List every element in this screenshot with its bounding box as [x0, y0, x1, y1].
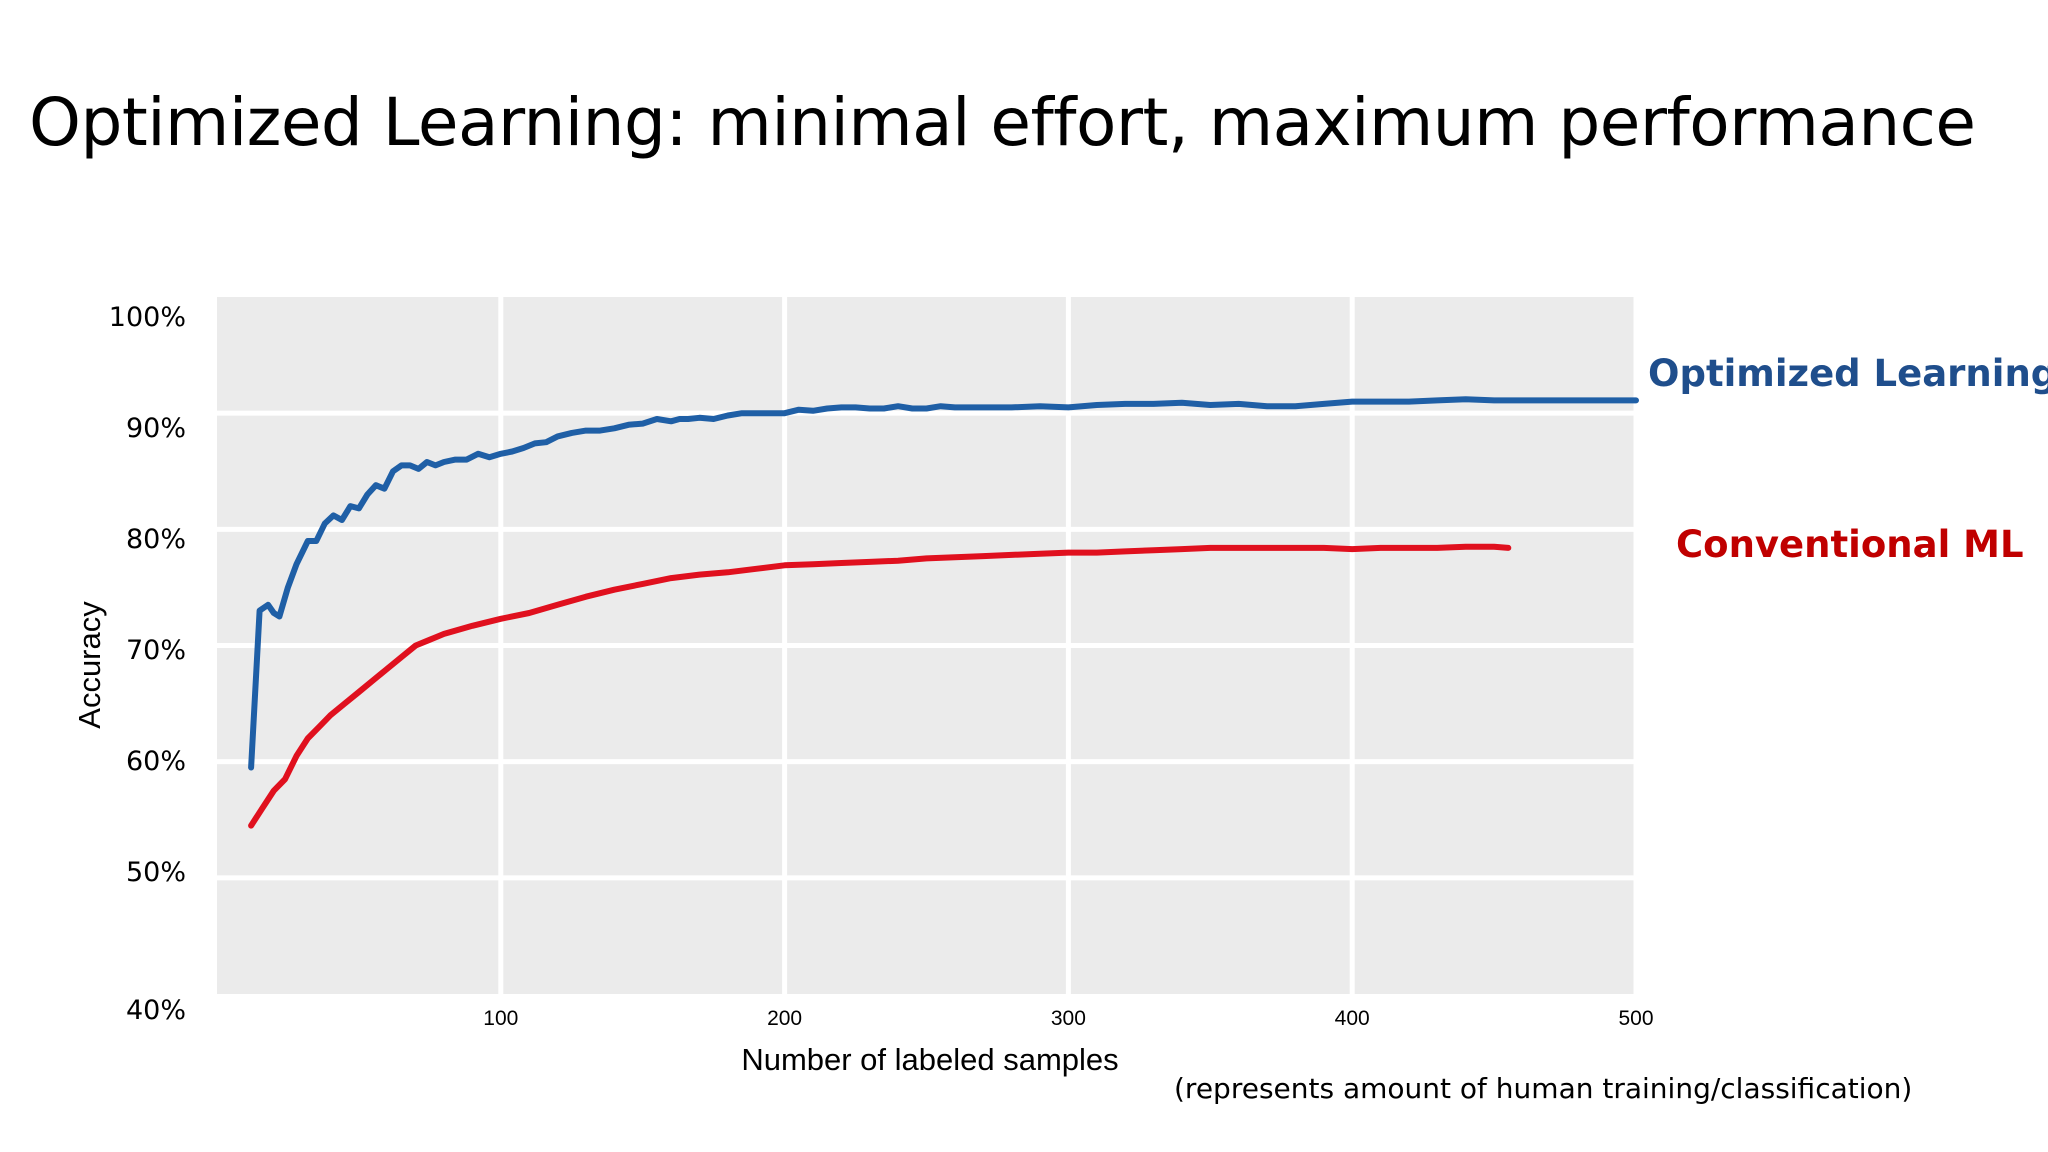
x-axis-ticks: 100 200 300 400 500 — [483, 1007, 1653, 1030]
y-tick-label: 90% — [126, 413, 186, 444]
footnote: (represents amount of human training/cla… — [1174, 1072, 1912, 1105]
y-axis-label: Accuracy — [72, 601, 107, 729]
y-tick-label: 40% — [126, 995, 186, 1026]
y-tick-label: 80% — [126, 524, 186, 555]
series — [248, 396, 1639, 829]
series-line-conventional-ml — [248, 543, 1512, 829]
x-axis-label: Number of labeled samples — [741, 1042, 1118, 1077]
slide-title: Optimized Learning: minimal effort, maxi… — [29, 84, 1976, 161]
x-tick-label: 100 — [483, 1007, 518, 1030]
grid — [217, 297, 1639, 994]
x-tick-label: 300 — [1051, 1007, 1086, 1030]
y-tick-label: 70% — [126, 635, 186, 666]
y-tick-label: 100% — [109, 302, 186, 333]
y-tick-label: 60% — [126, 746, 186, 777]
x-tick-label: 400 — [1335, 1007, 1370, 1030]
y-axis-ticks: 100% 90% 80% 70% 60% 50% 40% — [109, 302, 186, 1026]
x-tick-label: 500 — [1618, 1007, 1653, 1030]
legend-optimized-learning: Optimized Learning — [1648, 352, 2048, 395]
series-line-optimized-learning — [248, 396, 1639, 771]
legend-conventional-ml: Conventional ML — [1676, 523, 2024, 566]
x-tick-label: 200 — [767, 1007, 802, 1030]
y-tick-label: 50% — [126, 857, 186, 888]
